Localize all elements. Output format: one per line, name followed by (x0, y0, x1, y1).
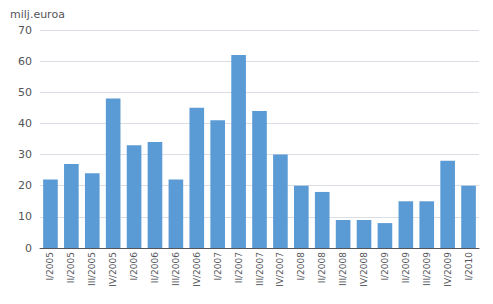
svg-text:0: 0 (25, 242, 32, 255)
svg-text:milj.euroa: milj.euroa (10, 8, 65, 21)
svg-text:I/2010: I/2010 (464, 252, 474, 281)
svg-text:III/2008: III/2008 (338, 252, 348, 286)
svg-text:II/2006: II/2006 (150, 252, 160, 284)
svg-text:60: 60 (18, 55, 32, 68)
svg-text:20: 20 (18, 179, 32, 192)
svg-text:II/2008: II/2008 (317, 252, 327, 284)
svg-text:I/2005: I/2005 (45, 252, 55, 281)
svg-text:50: 50 (18, 86, 32, 99)
svg-text:IV/2007: IV/2007 (275, 252, 285, 287)
svg-text:I/2007: I/2007 (213, 252, 223, 281)
svg-text:III/2009: III/2009 (422, 252, 432, 286)
svg-text:I/2006: I/2006 (129, 252, 139, 281)
svg-text:II/2007: II/2007 (234, 252, 244, 283)
svg-text:40: 40 (18, 117, 32, 130)
svg-text:10: 10 (18, 210, 32, 223)
svg-text:I/2008: I/2008 (296, 252, 306, 281)
svg-text:30: 30 (18, 148, 32, 161)
svg-text:IV/2006: IV/2006 (192, 252, 202, 287)
svg-text:III/2006: III/2006 (171, 252, 181, 286)
svg-text:II/2005: II/2005 (66, 252, 76, 283)
svg-text:I/2009: I/2009 (380, 252, 390, 281)
svg-text:III/2005: III/2005 (87, 252, 97, 286)
svg-text:IV/2005: IV/2005 (108, 252, 118, 287)
svg-text:70: 70 (18, 24, 32, 37)
svg-text:II/2009: II/2009 (401, 252, 411, 284)
svg-text:IV/2008: IV/2008 (359, 252, 369, 287)
svg-text:IV/2009: IV/2009 (443, 252, 453, 287)
svg-text:III/2007: III/2007 (255, 252, 265, 286)
